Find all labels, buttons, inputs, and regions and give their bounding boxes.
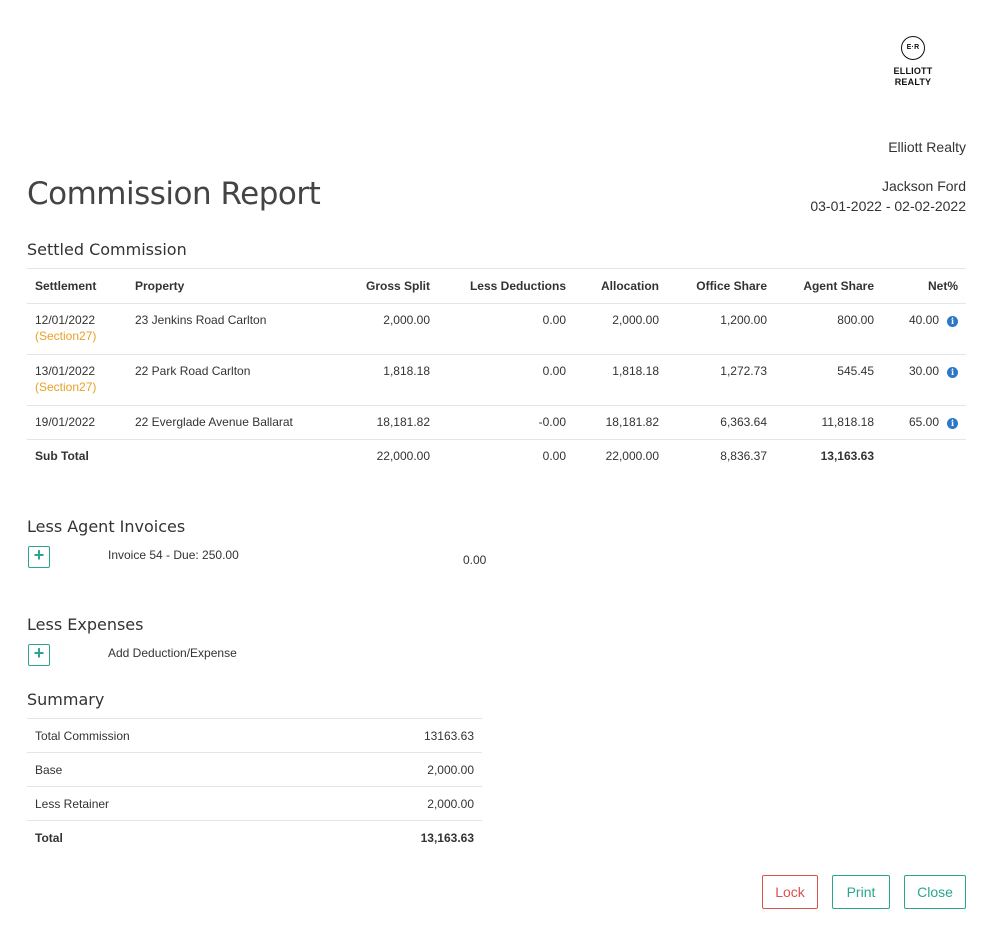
summary-value: 13163.63 bbox=[306, 718, 482, 753]
agent-invoices-heading: Less Agent Invoices bbox=[27, 517, 186, 536]
summary-total-label: Total bbox=[27, 820, 307, 856]
property-cell: 22 Park Road Carlton bbox=[127, 354, 312, 406]
net-percent-value: 65.00 bbox=[908, 415, 939, 429]
invoice-item-label: Invoice 54 - Due: 250.00 bbox=[108, 548, 239, 562]
gross-split-cell: 2,000.00 bbox=[312, 303, 438, 355]
summary-label: Total Commission bbox=[27, 718, 307, 753]
page-title: Commission Report bbox=[27, 176, 321, 212]
net-percent-cell: 30.00 i bbox=[882, 354, 966, 406]
invoice-amount: 0.00 bbox=[463, 553, 487, 567]
company-name: Elliott Realty bbox=[888, 139, 966, 155]
plus-icon: + bbox=[33, 545, 45, 565]
settlement-date: 13/01/2022 bbox=[35, 364, 96, 378]
column-header-property[interactable]: Property bbox=[127, 268, 312, 304]
property-cell: 23 Jenkins Road Carlton bbox=[127, 303, 312, 355]
subtotal-allocation: 22,000.00 bbox=[605, 449, 659, 463]
property-cell: 22 Everglade Avenue Ballarat bbox=[127, 405, 312, 440]
subtotal-deductions: 0.00 bbox=[542, 449, 566, 463]
add-invoice-button[interactable]: + bbox=[28, 546, 50, 568]
print-button[interactable]: Print bbox=[832, 875, 890, 909]
logo-text-line1: ELLIOTT bbox=[893, 66, 933, 76]
gross-split-cell: 18,181.82 bbox=[312, 405, 438, 440]
add-expense-button[interactable]: + bbox=[28, 644, 50, 666]
agent-share-cell: 11,818.18 bbox=[775, 405, 882, 440]
summary-total-value: 13,163.63 bbox=[306, 820, 482, 856]
summary-table: Total Commission 13163.63 Base 2,000.00 … bbox=[27, 718, 482, 856]
settlement-cell: 12/01/2022 (Section27) bbox=[27, 303, 127, 355]
agent-share-cell: 800.00 bbox=[775, 303, 882, 355]
column-header-gross-split[interactable]: Gross Split bbox=[312, 268, 438, 304]
gross-split-cell: 1,818.18 bbox=[312, 354, 438, 406]
table-header-row: Settlement Property Gross Split Less Ded… bbox=[27, 268, 966, 304]
less-deductions-cell: -0.00 bbox=[438, 405, 574, 440]
subtotal-row: Sub Total 22,000.00 0.00 22,000.00 8,836… bbox=[27, 440, 966, 474]
less-deductions-cell: 0.00 bbox=[438, 303, 574, 355]
table-row: 12/01/2022 (Section27) 23 Jenkins Road Ca… bbox=[27, 303, 966, 355]
settled-commission-heading: Settled Commission bbox=[27, 240, 187, 259]
settlement-date: 12/01/2022 bbox=[35, 313, 96, 327]
summary-value: 2,000.00 bbox=[306, 752, 482, 787]
column-header-allocation[interactable]: Allocation bbox=[574, 268, 667, 304]
subtotal-agent: 13,163.63 bbox=[820, 449, 874, 463]
table-row: 19/01/2022 22 Everglade Avenue Ballarat … bbox=[27, 405, 966, 440]
allocation-cell: 2,000.00 bbox=[574, 303, 667, 355]
column-header-agent-share[interactable]: Agent Share bbox=[775, 268, 882, 304]
summary-label: Less Retainer bbox=[27, 786, 307, 821]
office-share-cell: 1,200.00 bbox=[667, 303, 775, 355]
date-range: 03-01-2022 - 02-02-2022 bbox=[810, 198, 966, 214]
plus-icon: + bbox=[33, 643, 45, 663]
expenses-heading: Less Expenses bbox=[27, 615, 144, 634]
logo-text-line2: REALTY bbox=[894, 77, 932, 87]
add-expense-label[interactable]: Add Deduction/Expense bbox=[108, 646, 237, 660]
column-header-office-share[interactable]: Office Share bbox=[667, 268, 775, 304]
table-row: 13/01/2022 (Section27) 22 Park Road Carlt… bbox=[27, 354, 966, 406]
allocation-cell: 18,181.82 bbox=[574, 405, 667, 440]
agent-name: Jackson Ford bbox=[881, 178, 966, 194]
summary-label: Base bbox=[27, 752, 307, 787]
summary-row: Total Commission 13163.63 bbox=[27, 718, 482, 753]
summary-total-row: Total 13,163.63 bbox=[27, 820, 482, 856]
less-deductions-cell: 0.00 bbox=[438, 354, 574, 406]
summary-row: Less Retainer 2,000.00 bbox=[27, 786, 482, 821]
agent-share-cell: 545.45 bbox=[775, 354, 882, 406]
settled-commission-table: Settlement Property Gross Split Less Ded… bbox=[27, 268, 966, 474]
summary-value: 2,000.00 bbox=[306, 786, 482, 821]
logo-mark: E·R bbox=[901, 36, 925, 60]
column-header-settlement[interactable]: Settlement bbox=[27, 268, 127, 304]
summary-heading: Summary bbox=[27, 690, 105, 709]
subtotal-label: Sub Total bbox=[35, 449, 89, 463]
subtotal-empty bbox=[127, 440, 312, 474]
section27-tag: (Section27) bbox=[35, 380, 97, 394]
info-icon[interactable]: i bbox=[947, 367, 958, 378]
net-percent-cell: 40.00 i bbox=[882, 303, 966, 355]
info-icon[interactable]: i bbox=[947, 316, 958, 327]
office-share-cell: 1,272.73 bbox=[667, 354, 775, 406]
settlement-cell: 13/01/2022 (Section27) bbox=[27, 354, 127, 406]
net-percent-cell: 65.00 i bbox=[882, 405, 966, 440]
column-header-less-deductions[interactable]: Less Deductions bbox=[438, 268, 574, 304]
subtotal-gross: 22,000.00 bbox=[376, 449, 430, 463]
lock-button[interactable]: Lock bbox=[762, 875, 818, 909]
close-button[interactable]: Close bbox=[904, 875, 966, 909]
company-logo: E·R ELLIOTT REALTY bbox=[885, 36, 941, 88]
column-header-net-percent[interactable]: Net% bbox=[882, 268, 966, 304]
office-share-cell: 6,363.64 bbox=[667, 405, 775, 440]
allocation-cell: 1,818.18 bbox=[574, 354, 667, 406]
summary-row: Base 2,000.00 bbox=[27, 752, 482, 787]
settlement-cell: 19/01/2022 bbox=[27, 405, 127, 440]
section27-tag: (Section27) bbox=[35, 329, 97, 343]
subtotal-office: 8,836.37 bbox=[720, 449, 767, 463]
net-percent-value: 40.00 bbox=[908, 313, 939, 327]
net-percent-value: 30.00 bbox=[908, 364, 939, 378]
info-icon[interactable]: i bbox=[947, 418, 958, 429]
subtotal-net-empty bbox=[882, 440, 966, 474]
